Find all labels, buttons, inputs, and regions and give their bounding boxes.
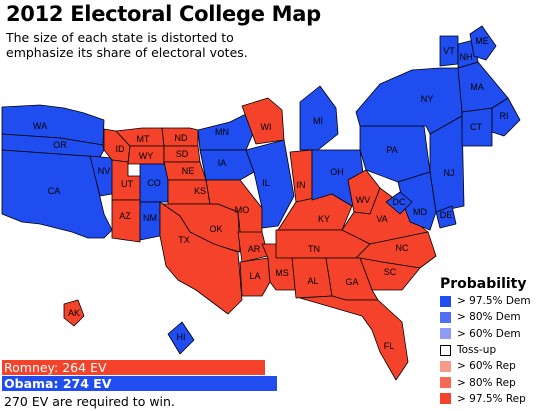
- legend-swatch: [440, 311, 451, 323]
- legend-label: > 60% Dem: [457, 327, 521, 340]
- state-FL: [299, 295, 409, 381]
- legend-item: > 60% Rep: [440, 358, 543, 374]
- label-MI: MI: [313, 116, 323, 126]
- label-AR: AR: [248, 244, 261, 254]
- legend-item: Toss-up: [440, 342, 543, 358]
- label-IN: IN: [297, 180, 306, 190]
- label-IL: IL: [262, 178, 270, 188]
- state-AZ: [111, 199, 141, 243]
- state-LA: [239, 257, 271, 297]
- state-DE: [435, 205, 457, 229]
- state-AK: [63, 299, 85, 327]
- state-MI: [299, 85, 339, 151]
- label-LA: LA: [249, 271, 260, 281]
- label-GA: GA: [345, 277, 358, 287]
- legend-item: > 97.5% Rep: [440, 391, 543, 407]
- label-ND: ND: [175, 133, 188, 143]
- state-WI: [241, 97, 285, 145]
- label-VA: VA: [376, 214, 387, 224]
- label-PA: PA: [386, 145, 397, 155]
- legend-label: > 97.5% Rep: [457, 392, 526, 405]
- label-DE: DE: [440, 210, 453, 220]
- legend-swatch: [440, 393, 451, 405]
- label-TX: TX: [178, 235, 190, 245]
- label-AZ: AZ: [119, 211, 131, 221]
- ev-required-note: 270 EV are required to win.: [4, 394, 175, 409]
- state-ME: [469, 25, 497, 61]
- label-MS: MS: [275, 268, 289, 278]
- label-DC: DC: [393, 197, 406, 207]
- label-UT: UT: [121, 179, 133, 189]
- state-NY: [355, 67, 463, 135]
- label-NV: NV: [98, 166, 111, 176]
- label-WY: WY: [139, 151, 154, 161]
- label-KS: KS: [194, 186, 206, 196]
- legend-label: > 97.5% Dem: [457, 295, 531, 308]
- label-RI: RI: [500, 111, 509, 121]
- state-IL: [245, 139, 295, 229]
- legend-item: > 97.5% Dem: [440, 293, 543, 309]
- label-TN: TN: [308, 244, 320, 254]
- legend-swatch: [440, 328, 451, 340]
- label-MO: MO: [235, 205, 250, 215]
- label-OK: OK: [209, 224, 222, 234]
- label-SC: SC: [384, 267, 397, 277]
- legend-swatch: [440, 295, 451, 307]
- label-CA: CA: [48, 186, 61, 196]
- label-VT: VT: [443, 46, 455, 56]
- legend-item: > 80% Rep: [440, 374, 543, 390]
- label-ME: ME: [475, 36, 489, 46]
- legend-label: > 80% Rep: [457, 376, 516, 389]
- label-WV: WV: [356, 195, 371, 205]
- label-IA: IA: [218, 158, 227, 168]
- label-WI: WI: [261, 122, 272, 132]
- label-MN: MN: [215, 127, 229, 137]
- legend-swatch: [440, 360, 451, 372]
- legend-swatch: [440, 344, 451, 356]
- label-MD: MD: [413, 207, 427, 217]
- label-MA: MA: [470, 82, 484, 92]
- label-NM: NM: [143, 213, 157, 223]
- label-ID: ID: [116, 144, 126, 154]
- label-NJ: NJ: [444, 168, 455, 178]
- obama-ev-bar: Obama: 274 EV: [2, 376, 277, 391]
- state-HI: [167, 321, 195, 355]
- label-CT: CT: [470, 122, 482, 132]
- state-DC: [385, 191, 413, 215]
- label-NE: NE: [182, 166, 195, 176]
- label-OR: OR: [53, 140, 67, 150]
- label-MT: MT: [137, 134, 150, 144]
- state-TX: [159, 201, 243, 315]
- legend-title: Probability: [440, 276, 527, 292]
- legend-swatch: [440, 377, 451, 389]
- label-FL: FL: [384, 341, 395, 351]
- label-HI: HI: [177, 332, 186, 342]
- probability-legend: Probability > 97.5% Dem > 80% Dem > 60% …: [440, 276, 543, 407]
- label-SD: SD: [176, 149, 189, 159]
- label-NC: NC: [396, 243, 409, 253]
- label-OH: OH: [330, 167, 344, 177]
- label-AL: AL: [307, 276, 318, 286]
- label-NH: NH: [460, 52, 473, 62]
- legend-item: > 80% Dem: [440, 309, 543, 325]
- label-CO: CO: [147, 178, 161, 188]
- romney-ev-bar: Romney: 264 EV: [2, 360, 265, 375]
- label-WA: WA: [33, 121, 47, 131]
- map-title: 2012 Electoral College Map: [6, 2, 321, 26]
- legend-label: Toss-up: [457, 344, 497, 357]
- legend-item: > 60% Dem: [440, 326, 543, 342]
- label-AK: AK: [68, 308, 80, 318]
- state-ND: [161, 127, 199, 147]
- legend-label: > 60% Rep: [457, 360, 516, 373]
- label-NY: NY: [421, 94, 434, 104]
- label-KY: KY: [318, 214, 330, 224]
- state-IA: [199, 149, 255, 181]
- legend-label: > 80% Dem: [457, 311, 521, 324]
- map-subtitle: The size of each state is distorted to e…: [6, 30, 248, 60]
